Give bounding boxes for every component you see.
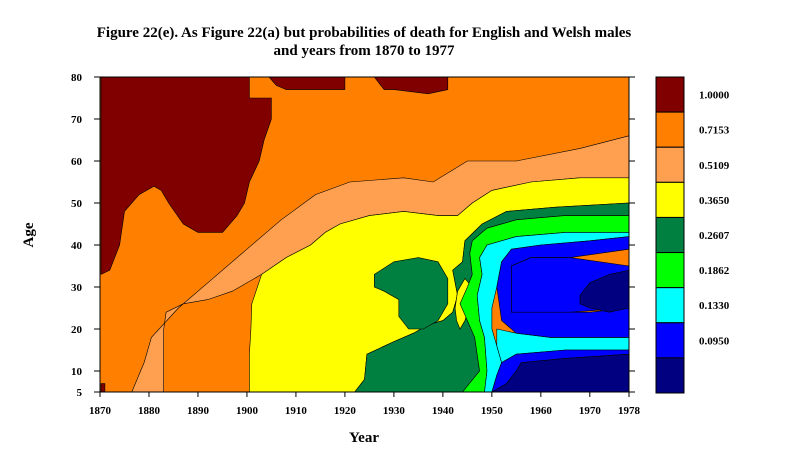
y-tick-label: 40: [71, 240, 83, 252]
legend-label: 0.1330: [699, 300, 730, 312]
y-axis-label: Age: [21, 222, 37, 247]
legend-swatch: [655, 216, 685, 254]
legend-swatch: [655, 357, 685, 394]
chart-subtitle: and years from 1870 to 1977: [274, 43, 455, 59]
legend-label: 0.7153: [699, 125, 730, 137]
y-tick-label: 80: [71, 72, 83, 84]
x-tick-label: 1940: [432, 405, 455, 417]
plot-area: [99, 76, 630, 393]
legend-label: 0.5109: [699, 160, 730, 172]
legend-label: 0.0950: [699, 335, 730, 347]
y-tick-label: 10: [71, 366, 83, 378]
legend-swatch: [655, 76, 685, 113]
x-tick-label: 1950: [481, 405, 504, 417]
x-tick-label: 1910: [285, 405, 308, 417]
y-tick-label: 70: [71, 114, 83, 126]
contour-region-6: [373, 257, 449, 330]
x-axis-label: Year: [349, 430, 379, 446]
x-tick-label: 1970: [579, 405, 602, 417]
x-tick-label: 1978: [618, 405, 641, 417]
y-tick-label: 5: [77, 387, 83, 399]
x-tick-label: 1920: [334, 405, 357, 417]
y-tick-label: 30: [71, 282, 83, 294]
legend: 1.0000 0.7153 0.5109 0.3650 0.2607 0.1862 0.13…: [655, 76, 730, 394]
legend-label: 0.1862: [699, 265, 730, 277]
contour-region-0: [100, 76, 272, 275]
y-tick-label: 50: [71, 198, 83, 210]
contour-region-17: [100, 383, 106, 393]
legend-swatch: [655, 322, 685, 359]
x-axis: 1870 1880 1890 1900 1910 1920 1930 1940 1950 1960…: [89, 391, 641, 417]
x-tick-label: 1900: [236, 405, 259, 417]
legend-swatch: [655, 252, 685, 289]
legend-label: 0.2607: [699, 230, 730, 242]
y-tick-label: 60: [71, 156, 83, 168]
x-tick-label: 1890: [187, 405, 210, 417]
legend-swatch: [655, 111, 685, 148]
y-axis: 5 10 20 30 40 50 60 70 80: [71, 72, 635, 399]
y-tick-label: 20: [71, 324, 83, 336]
x-tick-label: 1880: [138, 405, 161, 417]
x-tick-label: 1960: [530, 405, 553, 417]
legend-swatch: [655, 181, 685, 218]
chart-title: Figure 22(e). As Figure 22(a) but probab…: [97, 25, 632, 41]
legend-label: 0.3650: [699, 195, 730, 207]
legend-label: 1.0000: [699, 90, 730, 102]
x-tick-label: 1870: [89, 405, 112, 417]
legend-swatch: [655, 287, 685, 324]
x-tick-label: 1930: [383, 405, 406, 417]
legend-swatch: [655, 146, 685, 183]
